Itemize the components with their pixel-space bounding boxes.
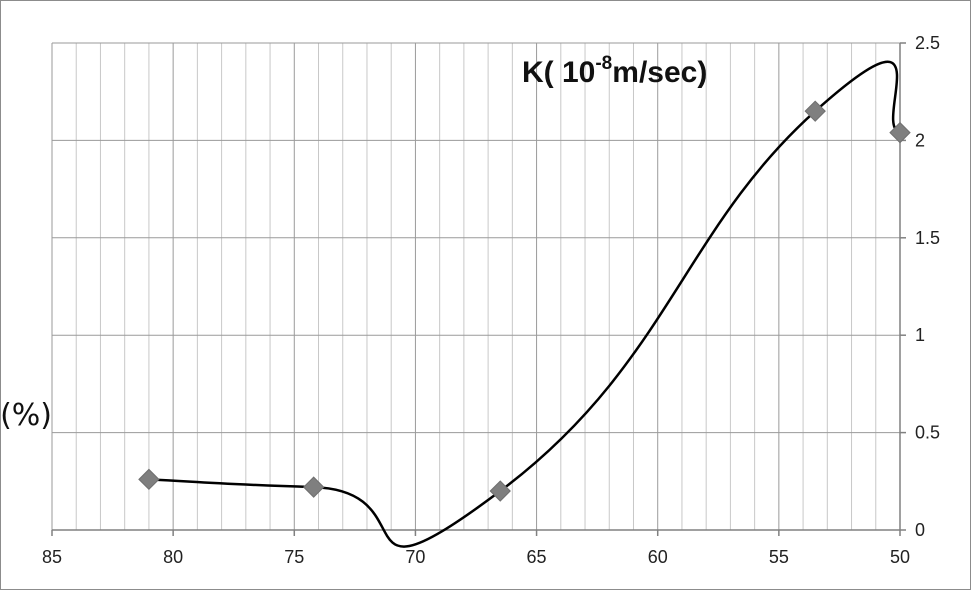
x-tick-label: 55 (769, 547, 789, 567)
x-tick-label: 70 (405, 547, 425, 567)
data-point-marker (302, 476, 325, 498)
series-markers (138, 100, 911, 502)
data-point-marker (489, 480, 511, 502)
x-tick-label: 50 (890, 547, 910, 567)
minor-gridlines (75, 43, 877, 530)
y-tick-label: 1 (915, 325, 925, 345)
x-tick-label: 85 (42, 547, 62, 567)
x-tick-label: 60 (648, 547, 668, 567)
chart-title: K( 10-8m/sec) (522, 53, 707, 89)
y-tick-label: 1.5 (915, 228, 940, 248)
x-tick-labels: 85 80 75 70 65 60 55 50 (42, 547, 910, 567)
axes (51, 42, 906, 536)
series-curve (148, 60, 901, 548)
x-tick-label: 75 (284, 547, 304, 567)
x-tick-label: 65 (527, 547, 547, 567)
y-tick-label: 0 (915, 520, 925, 540)
chart-title-superscript: -8 (595, 53, 612, 74)
y-tick-label: 2 (915, 130, 925, 150)
y-tick-label: 2.5 (915, 33, 940, 53)
x-tick-label: 80 (163, 547, 183, 567)
chart-title-main: K( 10 (522, 56, 595, 89)
y-tick-labels: 0 0.5 1 1.5 2 2.5 (915, 33, 940, 540)
chart-title-tail: m/sec) (612, 56, 707, 89)
major-gridlines (51, 42, 901, 531)
y-tick-label: 0.5 (915, 423, 940, 443)
data-point-marker (889, 121, 911, 144)
x-axis-label: (%)نسبة النواعم (0, 398, 52, 433)
data-point-marker (804, 100, 826, 122)
data-point-marker (138, 468, 160, 491)
